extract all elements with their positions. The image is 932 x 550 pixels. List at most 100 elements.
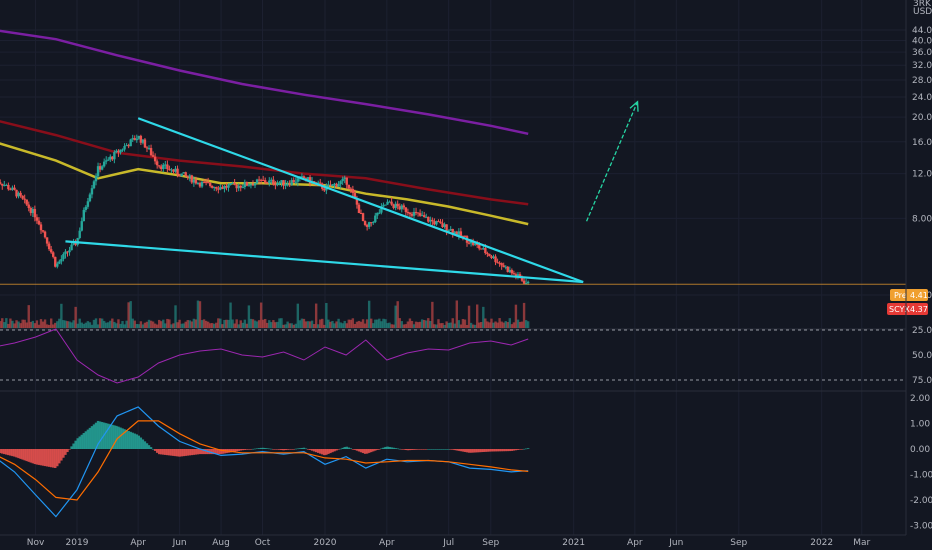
volume-bar xyxy=(145,321,149,328)
candle-body xyxy=(351,189,355,193)
candle-body xyxy=(331,184,334,187)
macd-histogram-bar xyxy=(100,422,104,449)
macd-histogram-bar xyxy=(425,449,428,450)
time-axis[interactable]: Nov 2019 Apr Jun Aug Oct 2020 Apr Jul Sep 2021 Apr J… xyxy=(0,534,906,548)
volume-bar xyxy=(121,321,124,328)
candle-body xyxy=(276,183,279,186)
macd-histogram-bar xyxy=(490,449,493,452)
candle-body xyxy=(74,241,77,245)
currency-label: USD xyxy=(913,7,932,17)
macd-histogram-bar xyxy=(306,449,310,450)
candle-body xyxy=(90,188,94,195)
candle-body xyxy=(96,166,100,177)
candle-body xyxy=(268,180,271,184)
volume-bar xyxy=(496,322,499,328)
volume-bar xyxy=(388,322,391,328)
candle-body xyxy=(441,223,444,228)
candle-body xyxy=(284,184,287,186)
candle-body xyxy=(494,256,497,263)
macd-histogram-bar xyxy=(92,424,96,449)
candle-body xyxy=(19,192,22,196)
candle-body xyxy=(115,150,118,153)
macd-histogram-bar xyxy=(288,449,291,450)
macd-histogram-bar xyxy=(74,440,77,449)
candle-body xyxy=(363,221,367,226)
candle-body xyxy=(121,149,124,151)
macd-histogram-bar xyxy=(149,447,153,449)
time-tick-label: Oct xyxy=(255,538,271,548)
volume-bar xyxy=(127,302,130,328)
candle-body xyxy=(406,212,410,214)
macd-histogram-bar xyxy=(496,449,499,452)
candle-body xyxy=(107,159,110,161)
macd-histogram-bar xyxy=(441,449,444,450)
wedge-lower-trendline[interactable] xyxy=(65,240,584,284)
volume-bar xyxy=(74,306,77,328)
candle-body xyxy=(88,194,92,202)
macd-histogram-bar xyxy=(123,429,126,449)
candle-body xyxy=(498,262,501,264)
volume-bar xyxy=(237,324,240,328)
volume-bar xyxy=(21,319,24,328)
macd-histogram-bar xyxy=(317,449,320,453)
volume-bar xyxy=(522,302,526,328)
candle-body xyxy=(125,145,128,147)
volume-bar xyxy=(425,320,428,328)
volume-bar xyxy=(524,320,528,328)
volume-bar xyxy=(461,319,465,328)
candle-body xyxy=(400,205,403,210)
volume-bar xyxy=(376,319,379,328)
candle-body xyxy=(147,148,151,150)
macd-histogram-bar xyxy=(131,432,134,449)
candle-body xyxy=(445,224,448,231)
rsi-pane[interactable]: 75.00 50.00 25.00 xyxy=(0,326,932,386)
candle-body xyxy=(508,270,512,273)
volume-bar xyxy=(308,321,312,328)
candle-body xyxy=(382,204,385,207)
macd-histogram-bar xyxy=(45,449,49,467)
candle-body xyxy=(35,217,39,221)
candle-body xyxy=(213,187,216,189)
breakout-arrow[interactable] xyxy=(585,100,639,222)
time-tick-label: Jun xyxy=(668,538,683,548)
candle-body xyxy=(439,221,442,224)
volume-bar xyxy=(394,305,397,328)
volume-bar xyxy=(488,322,491,328)
time-tick-label: Sep xyxy=(730,538,747,548)
candle-body xyxy=(198,182,202,187)
candle-body xyxy=(123,146,126,150)
macd-histogram-bar xyxy=(194,449,198,455)
volume-bar xyxy=(109,320,112,328)
macd-histogram-bar xyxy=(508,449,512,452)
volume-bar xyxy=(518,321,522,328)
volume-bar xyxy=(500,321,503,328)
price-pane[interactable] xyxy=(0,29,906,328)
volume-bar xyxy=(102,320,106,328)
volume-bars xyxy=(0,300,530,328)
volume-bar xyxy=(9,318,12,328)
volume-bar xyxy=(19,323,22,328)
macd-histogram-bar xyxy=(341,447,344,449)
macd-histogram-bar xyxy=(172,449,175,456)
candle-body xyxy=(418,213,422,216)
candle-body xyxy=(341,178,344,182)
candle-body xyxy=(111,156,114,160)
candle-body xyxy=(473,243,477,245)
volume-bar xyxy=(62,320,65,328)
macd-histogram-bar xyxy=(62,449,65,458)
candle-body xyxy=(184,172,187,176)
macd-pane[interactable]: 2.00 1.00 0.00 -1.00 -2.00 -3.00 xyxy=(0,394,932,532)
macd-histogram-bar xyxy=(484,449,487,452)
volume-bar xyxy=(70,322,73,328)
wedge-upper-trendline[interactable] xyxy=(137,117,584,284)
candle-body xyxy=(192,179,196,183)
candle-body xyxy=(180,173,183,177)
candle-body xyxy=(64,251,67,255)
macd-histogram-bar xyxy=(202,449,206,455)
macd-histogram-bar xyxy=(49,449,53,468)
time-tick-label: 2022 xyxy=(810,538,833,548)
price-axis[interactable]: 3RK TH USD 44.0040.0036.00 32.00 28.00 24.0… xyxy=(887,0,932,315)
macd-histogram-bar xyxy=(325,449,328,455)
macd-histogram-bar xyxy=(331,449,334,453)
